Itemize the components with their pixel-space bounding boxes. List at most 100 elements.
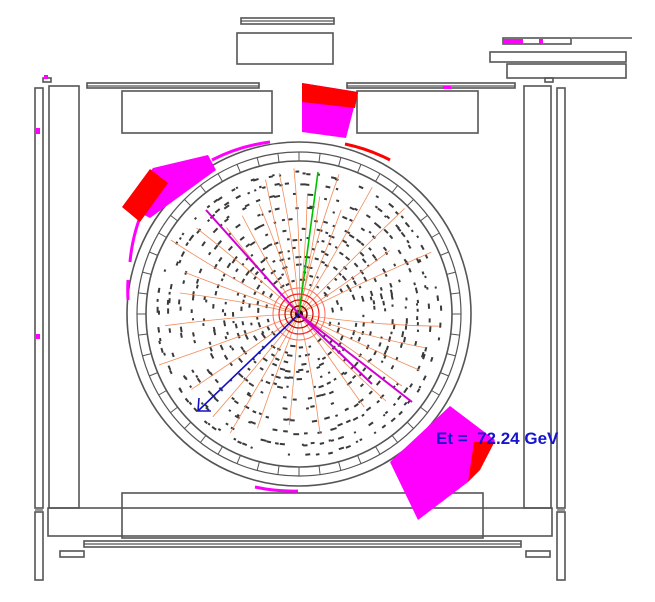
tracker-hit [371,254,377,259]
tracker-hit [301,362,307,366]
tracker-hit [338,251,344,256]
calorimeter-tower-divider [338,157,342,167]
tracker-hit [357,336,361,342]
tracker-hit [285,282,290,287]
tracker-hit [237,440,242,445]
tracker-hit [250,253,254,257]
tracker-hit [377,224,382,229]
tracker-hit [239,236,245,241]
tracker-hit [195,284,199,289]
tracker-hit [241,278,246,284]
tracker-hit [220,278,224,282]
tracker-hit [355,238,362,244]
tracker-hit [371,235,376,240]
tracker-hit [225,422,229,426]
tracker-hit [328,234,335,239]
tracker-hit [367,359,371,364]
tracker-hit [235,223,241,229]
tracker-hit [316,394,322,398]
tracker-hit [379,287,383,291]
calorimeter-towers [137,152,461,476]
tracker-hit [416,316,419,320]
tracker-hit [205,406,210,411]
tracker-hit [436,295,440,302]
tracker-hit [306,370,310,373]
calorimeter-tower-divider [440,251,449,256]
tracker-hit [256,284,261,290]
tracker-hit [219,344,224,351]
tracker-hit [274,375,281,379]
reconstructed-track [298,313,420,371]
tracker-hit [163,352,166,356]
tracker-hit [245,270,251,276]
tracker-hit [421,271,425,275]
tracker-hit [403,401,408,406]
tracker-hit [349,218,353,222]
reconstructed-track [298,313,365,408]
tracker-hit [279,284,285,289]
tracker-hit [424,254,429,259]
tracker-hit [415,303,419,306]
tracker-hit [223,217,229,223]
tracker-hit [414,287,419,294]
calorimeter-tower-divider [406,199,414,207]
calorimeter-tower-divider [184,421,192,429]
tracker-hit [361,413,365,417]
tracker-hit [233,437,237,441]
tracker-hit [295,255,302,259]
tracker-hit [284,182,290,185]
tracker-hit [237,372,244,379]
reconstructed-track [293,168,300,315]
tracker-hit [375,195,380,199]
tracker-hit [213,397,219,403]
tracker-hit [265,380,271,385]
tracker-hit [272,428,278,432]
tracker-hit [175,261,179,266]
tracker-hit [167,308,170,314]
tracker-hit [330,428,334,431]
tracker-hit [305,453,311,456]
tracker-hit [348,233,355,239]
tracker-hit [266,326,271,331]
tracker-hit [398,410,403,416]
tracker-hit [259,366,264,371]
reconstructed-track [298,251,432,315]
tracker-hit [342,265,348,271]
tracker-hit [326,381,332,385]
tracker-hit [349,206,355,211]
tracker-hit [408,268,412,273]
missing-et-arrow [197,313,300,412]
tracker-hit [217,196,223,202]
tracker-hit [245,243,251,248]
frame-double-lines [35,20,565,545]
tracker-hit [324,416,330,420]
detector-frame [34,17,632,581]
calorimeter-tower-divider [431,390,440,396]
tracker-hit [327,351,333,356]
tracker-hit [351,374,357,379]
tracker-hit [242,206,247,211]
reconstructed-track [165,313,300,327]
calorimeter-tower-divider [431,232,440,238]
tracker-hit [338,446,345,451]
calorimeter-tower-divider [357,164,362,173]
tracker-hit [311,419,318,423]
tracker-hit [373,350,378,356]
tracker-hit [334,245,338,249]
tracker-hit [273,280,278,285]
tracker-hit [389,234,394,240]
tracker-hit [195,278,200,284]
tracker-hit [247,391,251,396]
muon-chamber-hits [36,39,543,339]
tracker-hit [242,349,248,355]
tracker-hit [345,243,350,248]
tracker-hit [185,242,189,247]
tracker-hit [414,340,418,346]
reconstructed-track [278,173,300,315]
tracker-hit [224,335,228,340]
tracker-hit [203,295,207,301]
lepton-track [298,171,319,315]
tracker-hit [260,259,266,264]
tracker-hit [307,396,313,400]
tracker-hit [397,249,402,255]
